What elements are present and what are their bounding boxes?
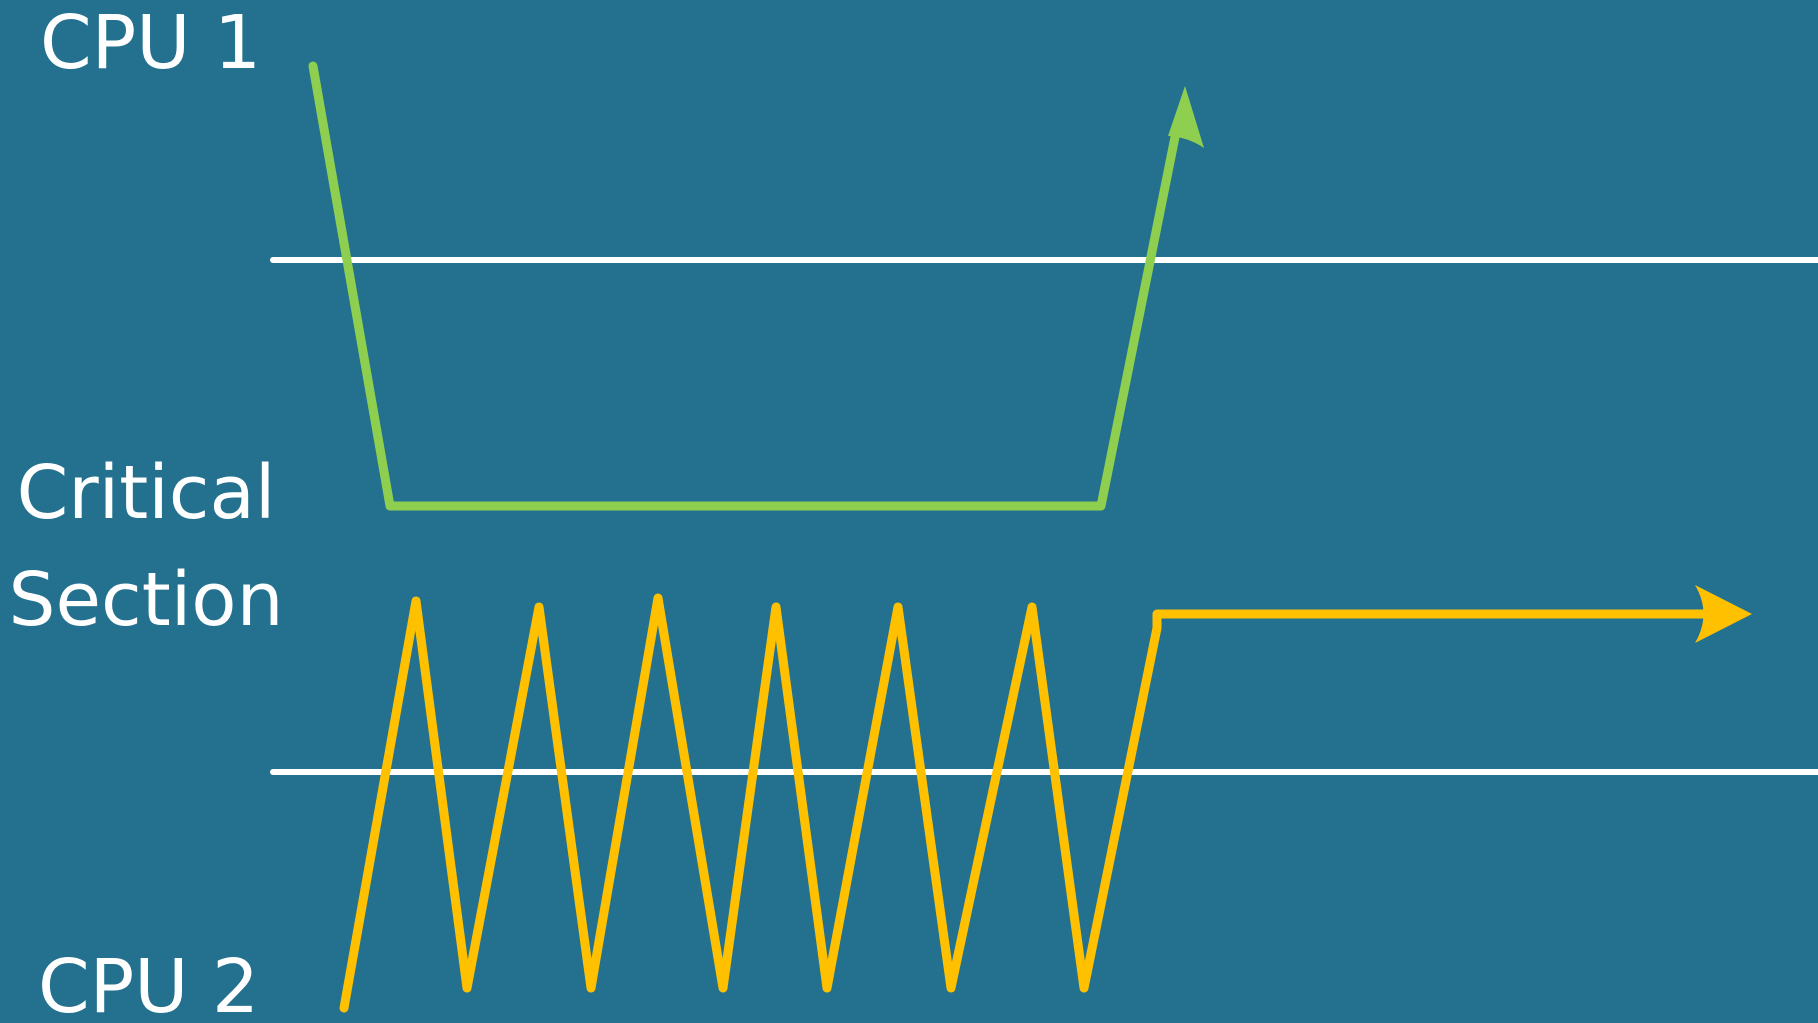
cpu1-path	[308, 61, 1182, 511]
critical-section-label: Critical Section	[0, 440, 292, 655]
cpu2-path	[339, 593, 1710, 1013]
arrow-right-icon	[1695, 585, 1752, 643]
arrow-up-right-icon	[1168, 86, 1204, 148]
critical-section-label-line-1: Critical	[16, 450, 276, 536]
cpu1-label: CPU 1	[40, 0, 262, 86]
cpu2-label: CPU 2	[38, 944, 260, 1023]
critical-section-label-line-2: Section	[8, 557, 284, 644]
